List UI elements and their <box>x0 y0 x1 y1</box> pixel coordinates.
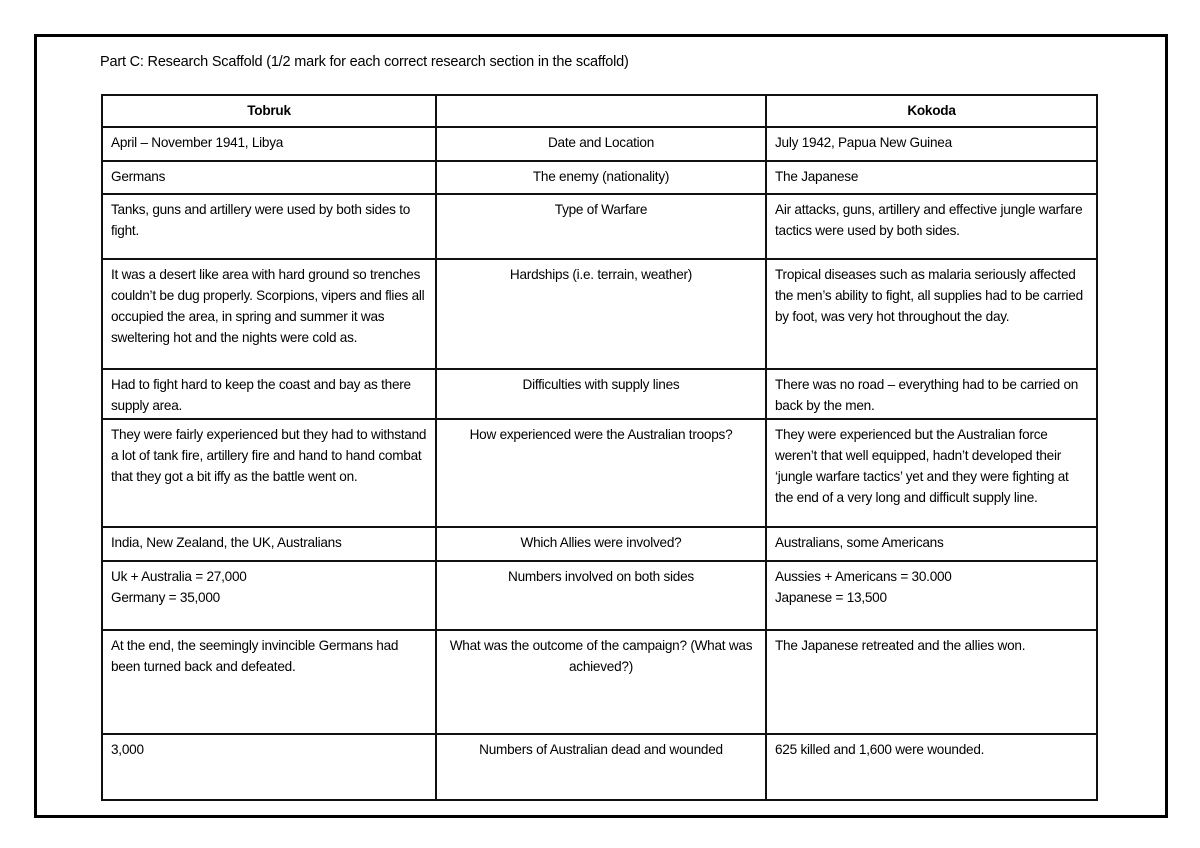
tobruk-cell: Tanks, guns and artillery were used by b… <box>101 193 437 260</box>
topic-cell: The enemy (nationality) <box>435 160 767 195</box>
topic-cell: How experienced were the Australian troo… <box>435 418 767 528</box>
kokoda-cell: Air attacks, guns, artillery and effecti… <box>765 193 1098 260</box>
kokoda-cell: They were experienced but the Australian… <box>765 418 1098 528</box>
page-title: Part C: Research Scaffold (1/2 mark for … <box>100 54 629 70</box>
kokoda-cell: Aussies + Americans = 30.000 Japanese = … <box>765 560 1098 631</box>
table-row: India, New Zealand, the UK, Australians W… <box>101 526 1098 562</box>
kokoda-cell: July 1942, Papua New Guinea <box>765 126 1098 162</box>
tobruk-cell: Uk + Australia = 27,000 Germany = 35,000 <box>101 560 437 631</box>
table-row: 3,000 Numbers of Australian dead and woun… <box>101 733 1098 801</box>
tobruk-cell: At the end, the seemingly invincible Ger… <box>101 629 437 735</box>
header-topic <box>435 94 767 128</box>
tobruk-cell: India, New Zealand, the UK, Australians <box>101 526 437 562</box>
topic-cell: Date and Location <box>435 126 767 162</box>
kokoda-cell: 625 killed and 1,600 were wounded. <box>765 733 1098 801</box>
topic-cell: What was the outcome of the campaign? (W… <box>435 629 767 735</box>
header-tobruk: Tobruk <box>101 94 437 128</box>
table-row: At the end, the seemingly invincible Ger… <box>101 629 1098 735</box>
topic-cell: Numbers of Australian dead and wounded <box>435 733 767 801</box>
header-kokoda: Kokoda <box>765 94 1098 128</box>
topic-cell: Hardships (i.e. terrain, weather) <box>435 258 767 370</box>
research-scaffold-table: Tobruk Kokoda April – November 1941, Lib… <box>101 94 1098 801</box>
kokoda-cell: Australians, some Americans <box>765 526 1098 562</box>
tobruk-cell: April – November 1941, Libya <box>101 126 437 162</box>
topic-cell: Difficulties with supply lines <box>435 368 767 420</box>
table-header-row: Tobruk Kokoda <box>101 94 1098 128</box>
topic-cell: Which Allies were involved? <box>435 526 767 562</box>
tobruk-cell: They were fairly experienced but they ha… <box>101 418 437 528</box>
kokoda-cell: The Japanese retreated and the allies wo… <box>765 629 1098 735</box>
kokoda-cell: Tropical diseases such as malaria seriou… <box>765 258 1098 370</box>
tobruk-cell: It was a desert like area with hard grou… <box>101 258 437 370</box>
table-row: They were fairly experienced but they ha… <box>101 418 1098 528</box>
kokoda-cell: There was no road – everything had to be… <box>765 368 1098 420</box>
page-border <box>34 34 1168 818</box>
table-row: It was a desert like area with hard grou… <box>101 258 1098 370</box>
table-row: Had to fight hard to keep the coast and … <box>101 368 1098 420</box>
tobruk-cell: Germans <box>101 160 437 195</box>
table-row: Tanks, guns and artillery were used by b… <box>101 193 1098 260</box>
topic-cell: Type of Warfare <box>435 193 767 260</box>
kokoda-cell: The Japanese <box>765 160 1098 195</box>
table-row: Germans The enemy (nationality) The Japane… <box>101 160 1098 195</box>
tobruk-cell: Had to fight hard to keep the coast and … <box>101 368 437 420</box>
tobruk-cell: 3,000 <box>101 733 437 801</box>
topic-cell: Numbers involved on both sides <box>435 560 767 631</box>
table-row: Uk + Australia = 27,000 Germany = 35,000… <box>101 560 1098 631</box>
table-row: April – November 1941, Libya Date and Loc… <box>101 126 1098 162</box>
